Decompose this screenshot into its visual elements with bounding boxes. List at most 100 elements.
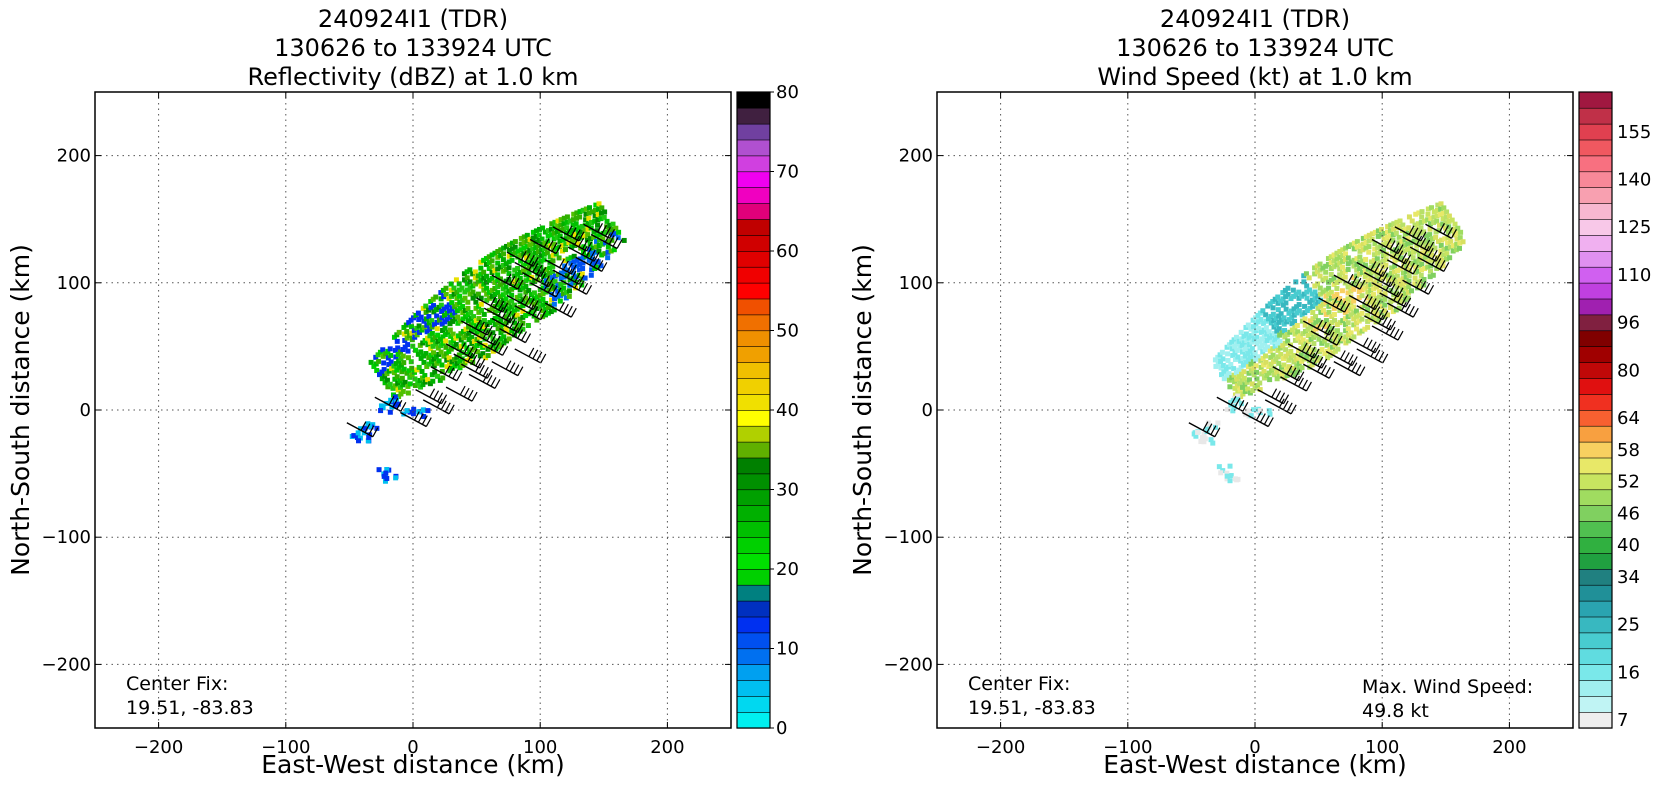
field-cell	[386, 368, 392, 374]
field-cell	[595, 222, 601, 228]
field-cell	[583, 211, 589, 217]
field-cell	[506, 330, 512, 336]
wind-barb-flag	[498, 344, 505, 354]
field-cell	[1398, 255, 1404, 261]
field-cell	[1425, 264, 1431, 270]
field-cell	[591, 234, 597, 240]
colorbar-level	[736, 234, 771, 252]
field-cell	[1388, 276, 1394, 282]
field-cell	[470, 271, 476, 277]
field-cell	[558, 276, 564, 282]
field-cell	[532, 267, 538, 273]
wind-barb-flag	[1381, 316, 1388, 327]
field-cell	[1393, 230, 1399, 236]
wind-barb-flag	[1347, 354, 1354, 364]
field-cell	[521, 245, 527, 251]
field-cell	[550, 263, 556, 269]
field-cell	[1332, 318, 1338, 324]
field-cell	[447, 327, 453, 333]
field-cell	[456, 281, 462, 287]
field-cell	[443, 285, 449, 291]
field-cell	[1407, 251, 1413, 257]
field-cell	[527, 242, 533, 248]
field-cell	[453, 277, 459, 283]
colorbar-tick-label: 60	[776, 241, 799, 262]
wind-barb-flag	[509, 275, 516, 286]
field-cell	[1396, 245, 1402, 251]
field-cell	[1371, 263, 1377, 269]
field-cell	[565, 256, 571, 262]
field-cell	[438, 302, 444, 308]
field-cell	[551, 241, 557, 247]
field-cell	[410, 411, 416, 417]
colorbar-level	[736, 711, 771, 729]
field-cell	[553, 251, 559, 257]
field-cell	[425, 408, 431, 414]
field-cell	[1275, 307, 1281, 313]
field-cell	[549, 275, 555, 281]
field-cell	[1323, 269, 1329, 275]
field-cell	[536, 226, 542, 232]
field-cell	[1368, 287, 1374, 293]
field-cell	[405, 342, 411, 348]
field-cell	[561, 215, 567, 221]
wind-barb-flag	[1370, 298, 1377, 308]
field-cell	[1306, 275, 1312, 281]
field-cell	[474, 336, 480, 342]
field-cell	[1360, 258, 1366, 264]
field-cell	[473, 281, 479, 287]
field-cell	[1451, 232, 1457, 238]
field-cell	[392, 383, 398, 389]
field-cell	[1339, 288, 1345, 294]
field-cell	[1441, 205, 1447, 211]
field-cell	[495, 320, 501, 326]
x-tick-label: 200	[1492, 737, 1526, 758]
field-cell	[388, 352, 394, 358]
field-cell	[1413, 259, 1419, 265]
wind-barb-flag	[582, 239, 589, 250]
y-tick-label: 100	[57, 273, 91, 294]
field-cell	[1291, 353, 1297, 359]
wind-barb-flag	[1385, 275, 1392, 285]
field-cell	[442, 319, 448, 325]
field-cell	[457, 306, 463, 312]
wind-barb-flag	[463, 387, 470, 398]
field-cell	[587, 205, 593, 211]
field-cell	[495, 308, 501, 314]
field-cell	[563, 247, 569, 253]
field-cell	[1382, 308, 1388, 314]
field-cell	[1440, 257, 1446, 263]
colorbar-tick-label: 40	[776, 400, 799, 421]
field-cell	[594, 233, 600, 239]
colorbar-level	[736, 266, 771, 284]
field-cell	[592, 213, 598, 219]
field-cell	[1302, 328, 1308, 334]
field-cell	[1256, 325, 1262, 331]
colorbar-level	[736, 218, 771, 236]
field-cell	[1215, 361, 1221, 367]
field-cell	[465, 312, 471, 318]
field-cell	[408, 359, 414, 365]
field-cell	[492, 286, 498, 292]
wind-barb-flag	[570, 270, 577, 281]
field-cell	[1437, 264, 1443, 270]
field-cell	[1409, 229, 1415, 235]
field-cell	[1225, 351, 1231, 357]
wind-barb-flag	[429, 388, 436, 398]
field-cell	[558, 217, 564, 223]
field-cell	[1375, 245, 1381, 251]
field-cell	[1325, 256, 1331, 262]
field-cell	[1397, 277, 1403, 283]
field-cell	[1318, 309, 1324, 315]
x-tick-label: 100	[1365, 737, 1399, 758]
field-cell	[380, 405, 386, 411]
colorbar-level	[736, 425, 771, 443]
field-cell	[1243, 331, 1249, 337]
field-cell	[1212, 357, 1218, 363]
field-cell	[434, 326, 440, 332]
field-cell	[526, 270, 532, 276]
field-cell	[1371, 257, 1377, 263]
field-cell	[1294, 323, 1300, 329]
field-cell	[1312, 283, 1318, 289]
field-cell	[1378, 226, 1384, 232]
